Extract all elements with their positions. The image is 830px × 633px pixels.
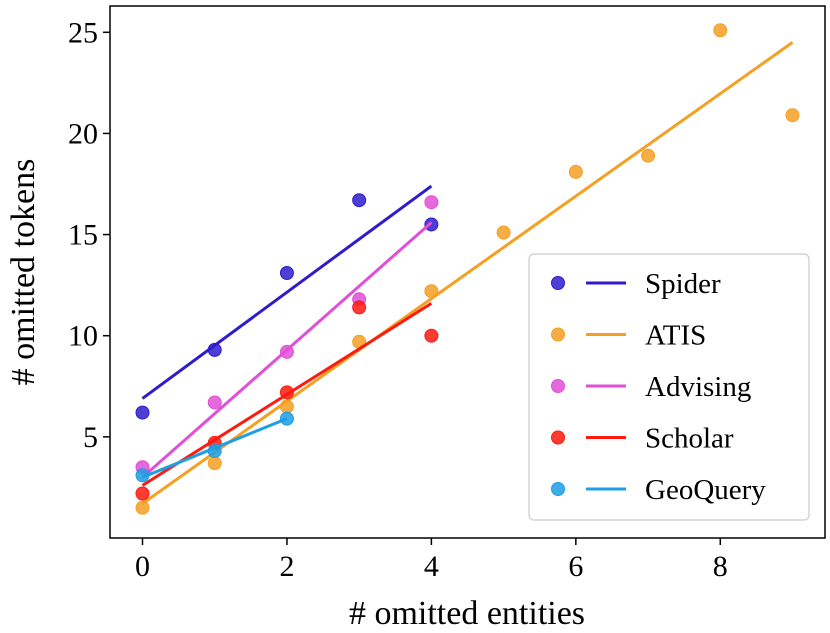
fit-line-spider bbox=[141, 184, 433, 400]
x-tick-label: 0 bbox=[135, 550, 150, 583]
legend-label-geoquery: GeoQuery bbox=[645, 474, 766, 506]
data-point-atis bbox=[496, 225, 511, 240]
data-point-scholar bbox=[135, 486, 150, 501]
legend-label-spider: Spider bbox=[645, 268, 721, 300]
legend-marker-spider bbox=[551, 276, 565, 290]
series-geoquery bbox=[135, 411, 294, 483]
series-spider bbox=[135, 184, 439, 420]
legend-item-atis: ATIS bbox=[551, 320, 706, 352]
legend-box bbox=[528, 253, 810, 521]
y-tick-label: 15 bbox=[68, 219, 98, 252]
legend-marker-geoquery bbox=[551, 482, 565, 496]
x-axis-label: # omitted entities bbox=[349, 595, 585, 632]
data-point-atis bbox=[568, 164, 583, 179]
data-point-atis bbox=[713, 23, 728, 38]
legend-label-scholar: Scholar bbox=[645, 423, 734, 455]
legend-item-geoquery: GeoQuery bbox=[551, 474, 766, 506]
fit-line-scholar bbox=[141, 302, 433, 487]
data-point-spider bbox=[279, 266, 294, 281]
x-tick-label: 6 bbox=[568, 550, 583, 583]
data-point-atis bbox=[207, 456, 222, 471]
data-point-scholar bbox=[352, 300, 367, 315]
x-axis: 0 2 4 6 8 bbox=[135, 538, 728, 583]
data-point-advising bbox=[424, 195, 439, 210]
y-axis: 5 10 15 20 25 bbox=[68, 16, 110, 454]
data-point-scholar bbox=[424, 328, 439, 343]
series-atis bbox=[135, 23, 800, 515]
legend-item-scholar: Scholar bbox=[551, 423, 734, 455]
y-tick-label: 5 bbox=[83, 421, 98, 454]
x-tick-label: 8 bbox=[713, 550, 728, 583]
legend-label-atis: ATIS bbox=[645, 320, 706, 352]
series-scholar bbox=[135, 300, 439, 501]
data-point-atis bbox=[641, 148, 656, 163]
fit-line-geoquery bbox=[141, 417, 288, 479]
y-tick-label: 10 bbox=[68, 320, 98, 353]
x-tick-label: 4 bbox=[424, 550, 439, 583]
y-tick-label: 20 bbox=[68, 117, 98, 150]
data-point-atis bbox=[135, 500, 150, 515]
legend: Spider ATIS Advising Scholar GeoQuery bbox=[528, 253, 810, 521]
fit-line-advising bbox=[141, 221, 433, 479]
y-tick-label: 25 bbox=[68, 16, 98, 49]
legend-label-advising: Advising bbox=[645, 371, 751, 403]
series-advising bbox=[135, 195, 439, 479]
legend-item-spider: Spider bbox=[551, 268, 721, 300]
plot-frame bbox=[109, 5, 826, 539]
data-point-spider bbox=[424, 217, 439, 232]
data-point-advising bbox=[207, 395, 222, 410]
chart-marks bbox=[135, 23, 800, 515]
data-point-atis bbox=[785, 108, 800, 123]
legend-marker-atis bbox=[551, 327, 565, 342]
x-tick-label: 2 bbox=[279, 550, 294, 583]
legend-marker-scholar bbox=[551, 430, 565, 445]
y-axis-label: # omitted tokens bbox=[5, 159, 42, 386]
fit-line-atis bbox=[141, 41, 794, 505]
legend-item-advising: Advising bbox=[551, 371, 751, 403]
legend-marker-advising bbox=[551, 379, 565, 393]
data-point-spider bbox=[135, 405, 150, 420]
data-point-spider bbox=[352, 193, 367, 208]
